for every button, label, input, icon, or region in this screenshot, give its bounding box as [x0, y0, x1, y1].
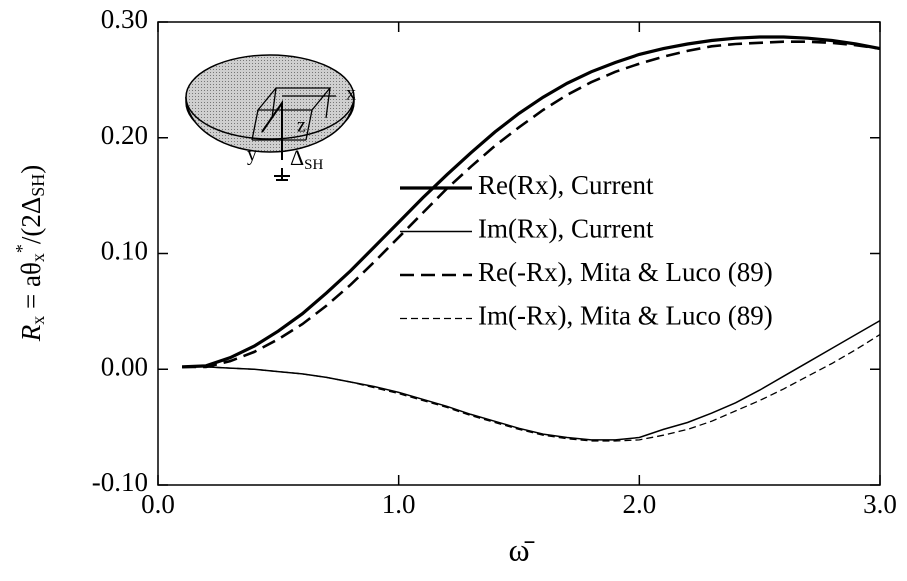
y-tick-label: 0.30 — [101, 4, 148, 34]
series-line — [182, 335, 880, 442]
inset-label: x — [346, 83, 356, 105]
legend-label: Re(Rx), Current — [478, 170, 654, 200]
inset-label: y — [247, 144, 257, 166]
x-tick-label: 2.0 — [622, 489, 656, 519]
inset: x y z ΔSH — [186, 55, 356, 181]
y-tick-label: -0.10 — [92, 467, 148, 497]
chart: Rx = aθx*/(2ΔSH) ω̄ x y z ΔSH -0.10 0.00 0… — [0, 0, 907, 576]
legend-label: Im(Rx), Current — [478, 214, 654, 244]
x-axis-label: ω̄ — [508, 531, 534, 567]
legend-label: Im(-Rx), Mita & Luco (89) — [478, 301, 773, 331]
legend-label: Re(-Rx), Mita & Luco (89) — [478, 257, 773, 287]
y-tick-label: 0.00 — [101, 351, 148, 381]
inset-label: z — [297, 115, 306, 137]
x-tick-label: 0.0 — [141, 489, 175, 519]
series-line — [182, 321, 880, 440]
y-tick-label: 0.10 — [101, 236, 148, 266]
x-tick-label: 3.0 — [863, 489, 897, 519]
inset-label: ΔSH — [290, 145, 323, 173]
y-tick-label: 0.20 — [101, 120, 148, 150]
x-tick-label: 1.0 — [382, 489, 416, 519]
y-axis-label: Rx = aθx*/(2ΔSH) — [12, 165, 48, 343]
